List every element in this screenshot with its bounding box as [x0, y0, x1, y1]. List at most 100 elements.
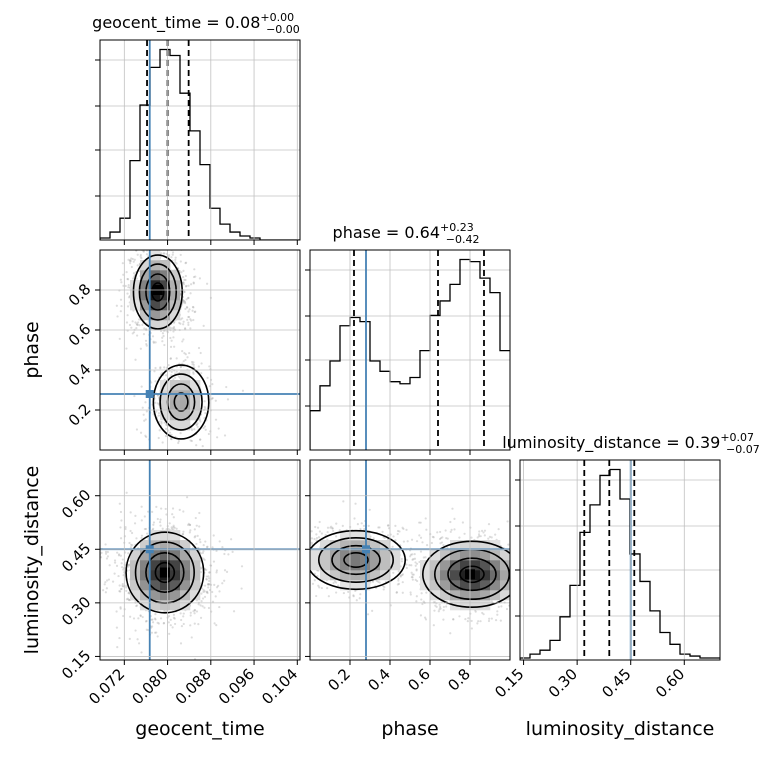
sample-point: [214, 418, 218, 421]
sample-point: [521, 580, 523, 582]
density-cell: [440, 580, 451, 591]
sample-point: [395, 591, 398, 594]
sample-point: [198, 511, 201, 515]
density-cell: [130, 280, 141, 291]
sample-point: [182, 290, 186, 293]
x-tick-label: 0.072: [85, 665, 128, 708]
sample-point: [431, 535, 434, 538]
sample-point: [207, 575, 210, 578]
sample-point: [188, 523, 192, 527]
sample-point: [421, 602, 424, 606]
density-cell: [130, 550, 141, 561]
sample-point: [359, 593, 362, 596]
sample-point: [186, 306, 189, 309]
sample-point: [187, 296, 190, 299]
density-cell: [370, 560, 381, 571]
density-cell: [340, 570, 351, 581]
sample-point: [172, 616, 176, 619]
panel-content: [285, 460, 548, 660]
sample-point: [118, 553, 121, 556]
sample-point: [192, 361, 195, 364]
sample-point: [193, 536, 196, 539]
sample-point: [174, 261, 177, 264]
density-cell: [430, 580, 441, 591]
sample-point: [118, 502, 121, 505]
sample-point: [200, 372, 203, 375]
sample-point: [170, 339, 173, 342]
sample-point: [172, 330, 175, 333]
density-cell: [160, 260, 171, 271]
sample-point: [185, 496, 189, 499]
sample-point: [188, 308, 191, 311]
sample-point: [301, 523, 303, 525]
sample-point: [192, 281, 195, 284]
density-cell: [170, 290, 181, 301]
sample-point: [159, 617, 163, 620]
sample-point: [387, 524, 390, 527]
sample-point: [129, 546, 133, 549]
density-cell: [190, 580, 201, 591]
sample-point: [331, 526, 334, 530]
sample-point: [479, 535, 482, 538]
sample-point: [122, 585, 125, 588]
density-cell: [440, 570, 451, 581]
sample-point: [208, 577, 211, 580]
sample-point: [470, 619, 473, 623]
sample-point: [134, 514, 137, 517]
sample-point: [134, 629, 137, 632]
sample-point: [415, 595, 418, 598]
panel-title: geocent_time = 0.08+0.00 −0.00: [92, 11, 300, 36]
sample-point: [93, 560, 95, 562]
sample-point: [194, 275, 197, 278]
sample-point: [487, 619, 491, 623]
panel-content: [100, 246, 300, 450]
sample-point: [127, 258, 130, 261]
sample-point: [126, 278, 130, 281]
sample-point: [382, 588, 385, 591]
sample-point: [127, 552, 130, 555]
density-cell: [480, 540, 491, 551]
sample-point: [191, 309, 194, 312]
title-sub: −0.00: [266, 23, 300, 36]
sample-point: [131, 544, 134, 547]
sample-point: [366, 613, 370, 616]
density-cell: [380, 550, 391, 561]
density-cell: [130, 560, 141, 571]
sample-point: [199, 604, 202, 607]
sample-point: [156, 246, 158, 248]
density-cell: [480, 580, 491, 591]
contour-line: [152, 364, 210, 440]
density-cell: [470, 600, 481, 611]
sample-point: [120, 281, 123, 284]
sample-point: [169, 618, 172, 621]
density-cell: [140, 600, 151, 611]
sample-point: [199, 351, 202, 355]
sample-point: [192, 318, 195, 322]
sample-point: [196, 534, 199, 538]
sample-point: [294, 541, 296, 543]
sample-point: [195, 524, 198, 527]
sample-point: [182, 510, 185, 513]
sample-point: [227, 553, 230, 556]
sample-point: [192, 306, 195, 309]
density-cell: [150, 600, 161, 611]
sample-point: [415, 540, 419, 543]
density-cell: [370, 570, 381, 581]
sample-point: [100, 556, 103, 559]
sample-point: [133, 522, 137, 525]
sample-point: [488, 617, 491, 620]
sample-point: [115, 626, 119, 629]
density-cell: [490, 580, 501, 591]
sample-point: [143, 515, 146, 518]
sample-point: [214, 595, 217, 598]
sample-point: [183, 290, 186, 294]
sample-point: [285, 541, 287, 543]
sample-point: [141, 323, 144, 327]
density-cell: [150, 560, 161, 571]
sample-point: [143, 527, 146, 531]
sample-point: [342, 500, 345, 503]
sample-point: [182, 300, 185, 303]
sample-point: [362, 524, 366, 527]
sample-point: [546, 610, 548, 612]
sample-point: [490, 617, 493, 620]
